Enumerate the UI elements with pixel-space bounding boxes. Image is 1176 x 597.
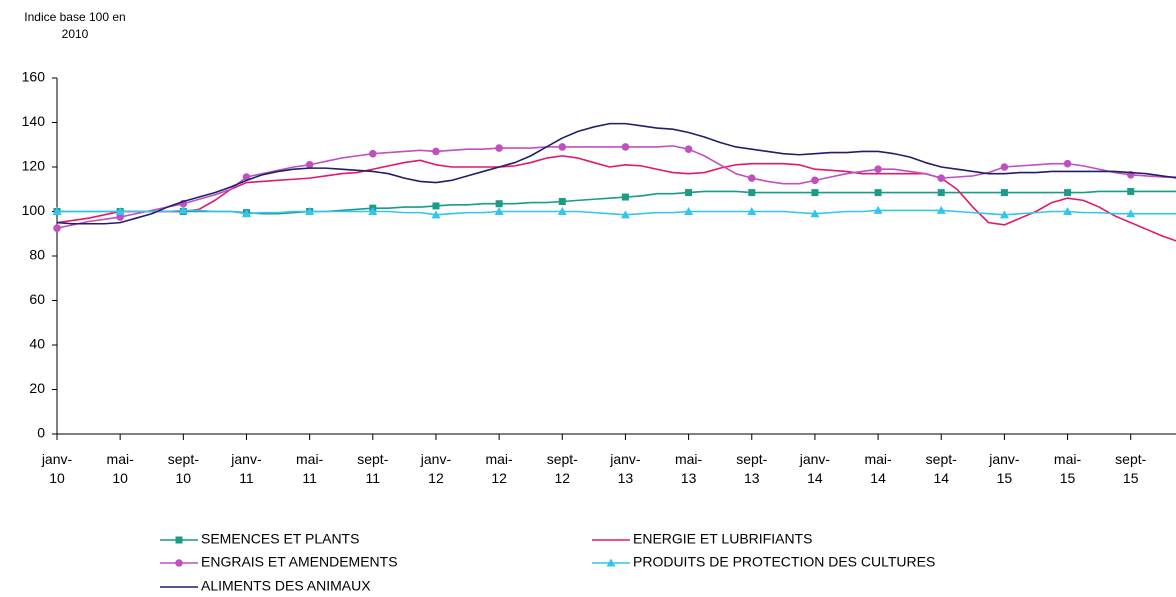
marker [1000,163,1009,171]
marker [620,210,630,219]
marker [369,149,377,158]
x-tick-label: mai-13 [674,451,703,486]
marker [1000,189,1008,197]
series-line [56,155,1176,242]
marker [747,207,757,215]
marker [175,536,183,544]
x-tick-label: janv-14 [799,451,831,486]
marker [937,174,946,182]
marker [175,559,183,567]
y-tick-label: 120 [22,158,46,174]
marker [432,147,440,156]
y-tick-label: 140 [22,113,46,129]
legend-label: ENGRAIS ET AMENDEMENTS [201,554,398,570]
y-tick-label: 0 [37,425,45,441]
marker [178,205,188,214]
marker [621,143,630,151]
marker [606,558,616,567]
x-tick-label: janv-10 [41,451,73,486]
x-tick-label: sept-12 [546,451,578,486]
series-line [57,190,1176,215]
marker [241,209,251,218]
marker [684,145,693,153]
marker [621,193,629,201]
marker [305,207,315,215]
marker [811,189,819,197]
marker [558,197,566,205]
y-tick-label: 60 [29,291,45,307]
marker [1063,159,1072,168]
x-tick-label: janv-12 [420,451,452,486]
marker [747,174,756,182]
marker [874,165,882,174]
marker [999,210,1009,219]
x-tick-label: sept-13 [736,451,768,486]
x-tick-label: mai-11 [296,451,324,486]
marker [684,207,694,215]
x-tick-label: mai-14 [864,451,892,486]
y-tick-label: 80 [29,247,45,263]
marker [431,210,441,219]
x-tick-label: sept-11 [357,451,389,486]
marker [1064,189,1072,197]
y-tick-label: 40 [29,336,45,352]
x-tick-label: sept-14 [925,451,957,486]
y-tick-label: 160 [22,69,46,85]
x-tick-label: sept-15 [1115,451,1147,486]
marker [305,160,314,169]
marker [558,143,567,151]
series-line [57,209,1176,216]
y-tick-label: 20 [29,380,45,396]
x-tick-label: janv-13 [610,451,641,486]
legend-label: SEMENCES ET PLANTS [201,531,359,547]
marker [1126,209,1136,218]
marker [873,205,883,214]
marker [1063,207,1073,215]
marker [53,224,61,232]
series-line [56,145,1176,229]
marker [432,202,440,210]
marker [557,207,567,215]
marker [495,144,503,152]
x-tick-label: mai-12 [485,451,513,486]
marker [115,207,125,215]
legend-label: ENERGIE ET LUBRIFIANTS [633,531,812,547]
marker [52,207,62,215]
y-axis-title: Indice base 100 en 2010 [24,10,126,41]
x-tick-label: mai-10 [106,451,134,486]
x-tick-label: janv-15 [989,451,1020,486]
x-tick-label: janv-11 [231,451,262,486]
marker [936,205,946,214]
marker [685,189,693,197]
marker [937,189,945,197]
y-tick-label: 100 [22,202,46,218]
x-tick-label: mai-15 [1053,451,1082,486]
marker [368,207,378,215]
marker [495,200,503,208]
marker [748,189,756,197]
marker [810,209,820,218]
marker [811,176,819,185]
series-line [56,122,1176,225]
legend-label: PRODUITS DE PROTECTION DES CULTURES [633,554,935,570]
marker [494,207,504,215]
marker [874,189,882,197]
legend-label: ALIMENTS DES ANIMAUX [201,578,371,594]
x-tick-label: sept-10 [167,451,199,486]
marker [116,213,124,221]
marker [1127,187,1135,195]
